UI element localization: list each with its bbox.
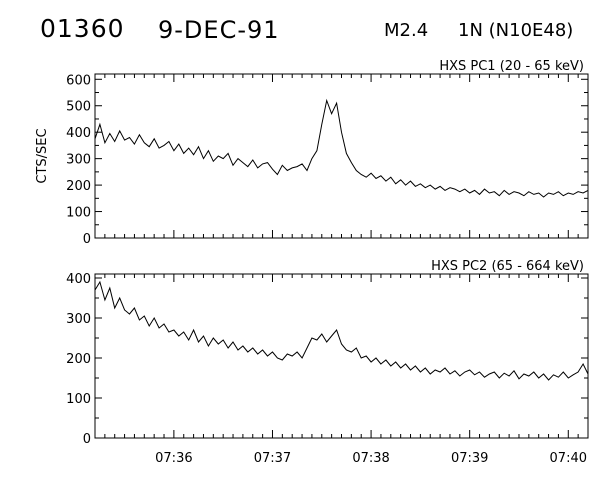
panel-title: HXS PC2 (65 - 664 keV) [431,259,584,274]
count-rate-line [94,98,589,198]
plot-frame [94,73,589,239]
event-id: 01360 [40,14,125,43]
y-tick-label: 200 [66,179,91,194]
y-tick-label: 400 [66,272,91,287]
y-tick-label: 600 [66,73,91,88]
y-tick-label: 100 [66,206,91,221]
x-tick-label: 07:38 [352,451,389,466]
count-rate-line [94,280,589,381]
y-tick-label: 300 [66,153,91,168]
plot-frame [94,273,589,439]
y-tick-label: 100 [66,392,91,407]
y-tick-label: 200 [66,352,91,367]
chart-panel-2: 0 100 200 300 400 07:36 07:37 07:38 07:39 07:40 HX… [66,259,589,466]
x-tick-label: 07:40 [550,451,587,466]
event-date: 9-DEC-91 [158,16,280,44]
x-tick-label: 07:39 [451,451,488,466]
y-axis-label: CTS/SEC [35,128,50,183]
x-tick-label: 07:36 [155,451,192,466]
y-tick-label: 0 [83,432,91,447]
y-tick-label: 300 [66,312,91,327]
goes-class: M2.4 [384,20,429,41]
panel-title: HXS PC1 (20 - 65 keV) [439,59,584,74]
flare-location: 1N (N10E48) [458,20,574,41]
y-tick-label: 400 [66,126,91,141]
x-tick-label: 07:37 [254,451,291,466]
y-tick-label: 0 [83,232,91,247]
y-tick-label: 500 [66,100,91,115]
chart-panel-1: 0 100 200 300 400 500 600 HXS PC1 (20 - 65 keV)… [35,59,589,247]
